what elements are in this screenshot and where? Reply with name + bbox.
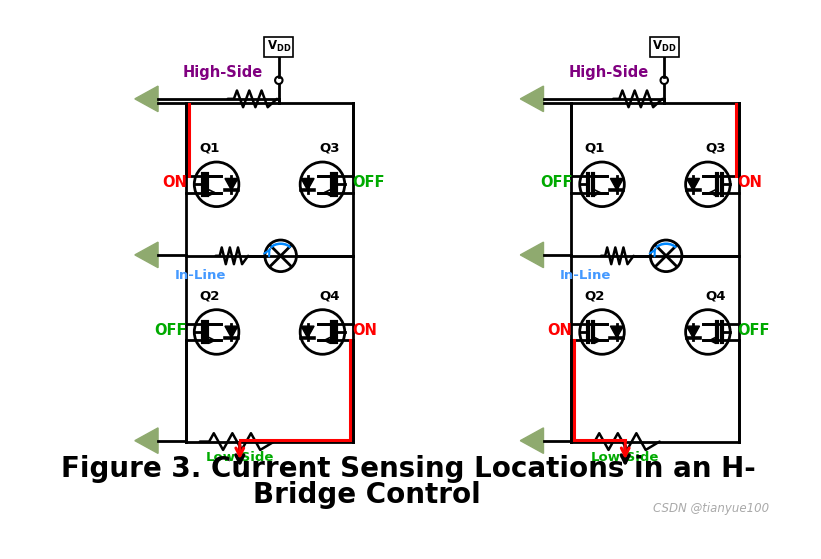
Polygon shape <box>225 326 238 338</box>
Text: CSDN @tianyue100: CSDN @tianyue100 <box>653 502 768 515</box>
Text: OFF: OFF <box>539 175 572 190</box>
Text: Q1: Q1 <box>585 141 605 155</box>
Text: Low-Side: Low-Side <box>205 451 274 464</box>
Text: Q4: Q4 <box>705 289 726 302</box>
Text: Q3: Q3 <box>319 141 340 155</box>
Polygon shape <box>521 242 544 268</box>
Polygon shape <box>686 326 699 338</box>
Polygon shape <box>521 428 544 453</box>
Polygon shape <box>301 178 314 190</box>
Text: ON: ON <box>162 175 187 190</box>
Text: ON: ON <box>737 175 763 190</box>
Text: V$_{\mathregular{DD}}$: V$_{\mathregular{DD}}$ <box>652 39 677 54</box>
Polygon shape <box>135 242 158 268</box>
Polygon shape <box>135 428 158 453</box>
Text: Q1: Q1 <box>199 141 219 155</box>
Text: Q2: Q2 <box>585 289 605 302</box>
Polygon shape <box>610 178 623 190</box>
Polygon shape <box>610 326 623 338</box>
Text: ON: ON <box>352 323 377 338</box>
Text: OFF: OFF <box>154 323 187 338</box>
Text: High-Side: High-Side <box>183 65 264 80</box>
Text: OFF: OFF <box>352 175 385 190</box>
Text: Low-Side: Low-Side <box>591 451 659 464</box>
Polygon shape <box>225 178 238 190</box>
Polygon shape <box>301 326 314 338</box>
Text: Figure 3. Current Sensing Locations in an H-: Figure 3. Current Sensing Locations in a… <box>62 456 756 484</box>
Text: In-Line: In-Line <box>175 269 226 282</box>
Polygon shape <box>521 86 544 112</box>
Text: OFF: OFF <box>737 323 770 338</box>
Text: High-Side: High-Side <box>568 65 649 80</box>
Text: In-Line: In-Line <box>560 269 612 282</box>
Text: ON: ON <box>548 323 572 338</box>
Text: Q2: Q2 <box>199 289 219 302</box>
Text: Bridge Control: Bridge Control <box>253 481 481 509</box>
Polygon shape <box>135 86 158 112</box>
Polygon shape <box>686 178 699 190</box>
Text: Q3: Q3 <box>705 141 726 155</box>
Text: Q4: Q4 <box>319 289 340 302</box>
Text: V$_{\mathregular{DD}}$: V$_{\mathregular{DD}}$ <box>267 39 291 54</box>
